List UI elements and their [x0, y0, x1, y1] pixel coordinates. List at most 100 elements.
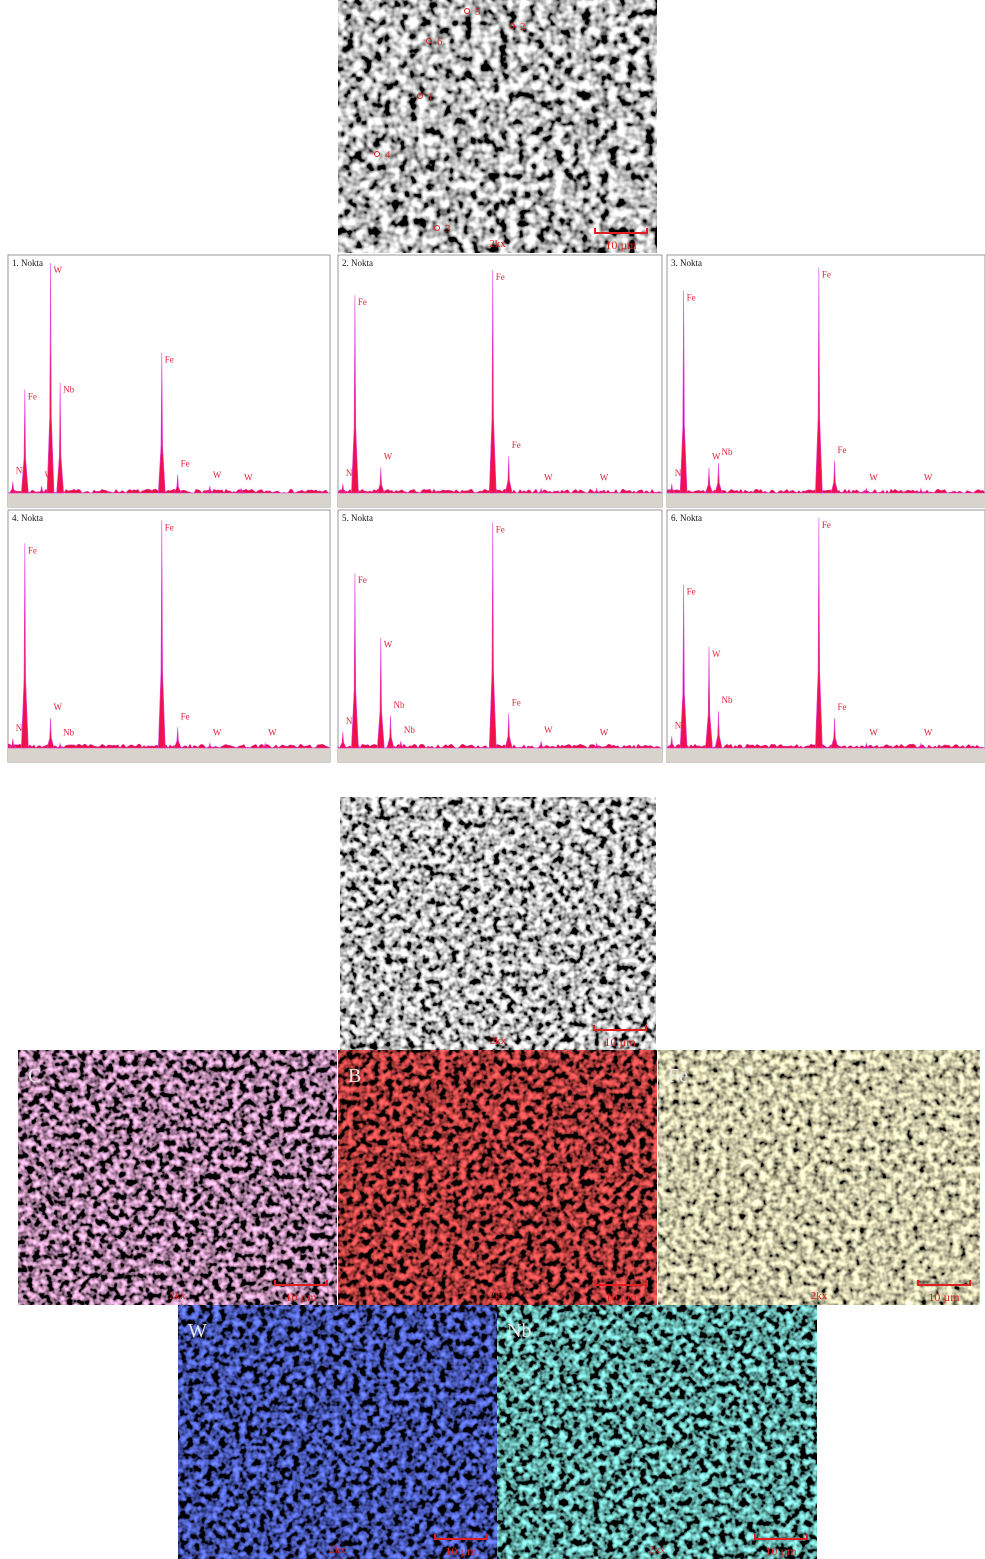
scale-bar-label: 10 µm: [765, 1544, 797, 1558]
peak: [351, 573, 359, 749]
peak-label: W: [213, 470, 222, 480]
peak: [20, 389, 29, 494]
micrograph-texture: [18, 1050, 337, 1305]
scale-bar-label: 10 µm: [605, 1290, 637, 1304]
spectrum-axis: [8, 748, 330, 762]
peak-label: W: [213, 727, 222, 737]
peak-label: Fe: [165, 355, 174, 365]
peak: [916, 742, 926, 749]
peak: [815, 517, 823, 749]
peak: [260, 742, 270, 749]
peak-label: Nb: [346, 468, 357, 478]
peak: [679, 290, 688, 494]
peak-label: Fe: [358, 575, 367, 585]
peak: [705, 646, 713, 749]
peak: [705, 467, 713, 494]
spectrum-title: 5. Nokta: [342, 513, 373, 523]
scale-bar: [594, 1280, 648, 1286]
analysis-point-label: 6: [437, 36, 443, 48]
peak: [46, 718, 55, 749]
magnification: 2kx: [329, 1544, 346, 1556]
peak: [173, 474, 182, 494]
spectrum-panel: [337, 509, 663, 763]
peak-label: Nb: [16, 466, 27, 476]
analysis-point: [434, 225, 440, 231]
peak-label: Nb: [63, 727, 74, 737]
peak: [46, 262, 55, 494]
element-label: W: [188, 1320, 207, 1342]
peak-label: Nb: [721, 695, 732, 705]
peak-label: W: [244, 472, 253, 482]
peak: [55, 742, 65, 749]
peak: [205, 742, 215, 749]
spectrum-panel: [7, 509, 331, 763]
peak: [815, 267, 823, 494]
analysis-point: [374, 151, 380, 157]
peak-label: Fe: [838, 702, 847, 712]
peak-label: W: [268, 727, 277, 737]
peak-label: Fe: [181, 459, 190, 469]
peak-label: Fe: [687, 293, 696, 303]
peak-label: W: [600, 472, 609, 482]
peak: [386, 715, 395, 749]
peak-label: Fe: [496, 525, 505, 535]
peak: [173, 727, 182, 749]
peak-label: Fe: [496, 272, 505, 282]
peak: [861, 487, 871, 494]
analysis-point-label: 3: [445, 223, 451, 235]
peak-label: W: [384, 640, 393, 650]
spectrum-title: 1. Nokta: [12, 258, 43, 268]
peak-label: W: [54, 265, 63, 275]
micrograph-texture: [338, 0, 657, 253]
analysis-point-label: 2: [520, 21, 526, 33]
peak-label: Nb: [16, 723, 27, 733]
peak: [205, 486, 215, 494]
peak-label: Nb: [675, 468, 686, 478]
peak-label: Fe: [822, 520, 831, 530]
spectrum-axis: [667, 748, 985, 762]
spectrum-axis: [338, 748, 662, 762]
element-label: C: [28, 1065, 41, 1087]
spectrum-panel: [666, 509, 985, 763]
spectrum-title: 6. Nokta: [671, 513, 702, 523]
element-label: Fe: [668, 1065, 688, 1087]
peak: [714, 463, 723, 494]
peak-label: W: [712, 649, 721, 659]
peak: [861, 742, 871, 749]
peak: [157, 520, 166, 749]
peak-label: W: [600, 727, 609, 737]
peak: [592, 742, 602, 749]
magnification: 2kx: [169, 1290, 186, 1302]
peak-label: Nb: [404, 725, 415, 735]
peak-label: Fe: [687, 587, 696, 597]
peak-label: W: [544, 472, 553, 482]
spectrum-noise: [337, 488, 663, 494]
micrograph-texture: [658, 1050, 980, 1305]
micrograph-texture: [338, 1050, 657, 1305]
peak: [830, 460, 839, 494]
peak-label: W: [869, 727, 878, 737]
peak: [592, 487, 602, 494]
scale-bar-label: 10 µm: [928, 1290, 960, 1304]
peak-label: Fe: [838, 445, 847, 455]
element-label: Nb: [507, 1320, 531, 1342]
scale-bar: [594, 228, 648, 234]
peak: [679, 584, 688, 749]
peak: [714, 711, 723, 749]
peak-label: Nb: [393, 700, 404, 710]
peak: [504, 713, 513, 749]
peak-label: W: [869, 472, 878, 482]
peak: [338, 483, 347, 494]
peak-label: W: [924, 472, 933, 482]
peak-label: Nb: [346, 716, 357, 726]
peak: [916, 487, 926, 494]
peak-label: Fe: [28, 392, 37, 402]
analysis-point-label: 1: [428, 91, 434, 103]
micrograph-texture: [497, 1305, 817, 1559]
peak-label: Nb: [675, 721, 686, 731]
peak: [351, 295, 359, 494]
peak-label: W: [544, 725, 553, 735]
spectrum-title: 2. Nokta: [342, 258, 373, 268]
scale-bar: [754, 1534, 808, 1540]
peak: [536, 487, 546, 494]
